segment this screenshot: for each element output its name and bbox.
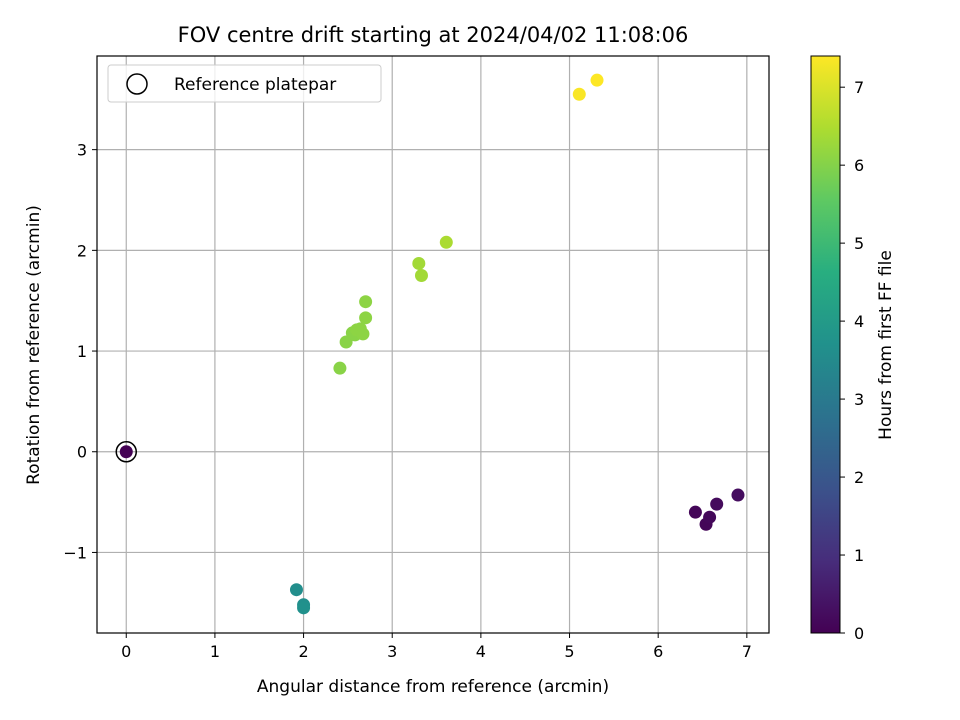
colorbar-label: Hours from first FF file	[876, 250, 896, 440]
colorbar-tick-label: 4	[854, 312, 864, 331]
grid	[97, 56, 769, 633]
x-tick-label: 3	[387, 642, 397, 661]
colorbar-tick-label: 1	[854, 546, 864, 565]
x-tick-label: 4	[476, 642, 486, 661]
colorbar-tick-label: 7	[854, 78, 864, 97]
colorbar-tick-label: 5	[854, 234, 864, 253]
data-point	[688, 505, 702, 519]
y-axis-ticks: −1 0 1 2 3	[63, 141, 97, 562]
legend-marker	[126, 73, 148, 95]
x-tick-label: 5	[564, 642, 574, 661]
x-axis-label: Angular distance from reference (arcmin)	[257, 677, 609, 697]
data-point	[710, 497, 724, 511]
x-tick-label: 1	[210, 642, 220, 661]
legend: Reference platepar	[107, 64, 382, 103]
data-point	[289, 583, 303, 597]
data-point	[731, 488, 745, 502]
y-tick-label: 2	[77, 241, 87, 260]
x-tick-label: 7	[742, 642, 752, 661]
data-point	[359, 295, 373, 309]
x-tick-label: 2	[298, 642, 308, 661]
data-point	[439, 235, 453, 249]
data-point	[119, 445, 133, 459]
y-tick-label: 1	[77, 342, 87, 361]
data-point	[703, 510, 717, 524]
colorbar-tick-label: 3	[854, 390, 864, 409]
colorbar-tick-label: 0	[854, 624, 864, 643]
y-tick-label: 3	[77, 141, 87, 160]
x-tick-label: 6	[653, 642, 663, 661]
y-tick-label: −1	[63, 543, 87, 562]
data-point	[356, 327, 370, 341]
data-point	[412, 256, 426, 270]
data-point	[339, 335, 353, 349]
data-point	[333, 361, 347, 375]
y-axis-label: Rotation from reference (arcmin)	[24, 205, 44, 485]
colorbar-tick-label: 2	[854, 468, 864, 487]
data-point	[359, 311, 373, 325]
reference-platepar-marker	[115, 440, 138, 463]
legend-box	[107, 64, 382, 103]
x-tick-label: 0	[121, 642, 131, 661]
data-point	[590, 73, 604, 87]
x-axis-ticks: 0 1 2 3 4 5 6 7	[121, 633, 752, 661]
legend-label: Reference platepar	[174, 75, 336, 95]
colorbar-tick-label: 6	[854, 156, 864, 175]
colorbar	[810, 55, 841, 634]
plot-frame	[96, 55, 770, 634]
scatter-points	[115, 73, 745, 615]
colorbar-ticks: 0 1 2 3 4 5 6 7	[840, 78, 864, 643]
chart-title: FOV centre drift starting at 2024/04/02 …	[178, 23, 689, 47]
y-tick-label: 0	[77, 443, 87, 462]
data-point	[297, 601, 311, 615]
data-point	[572, 87, 586, 101]
data-point	[414, 269, 428, 283]
